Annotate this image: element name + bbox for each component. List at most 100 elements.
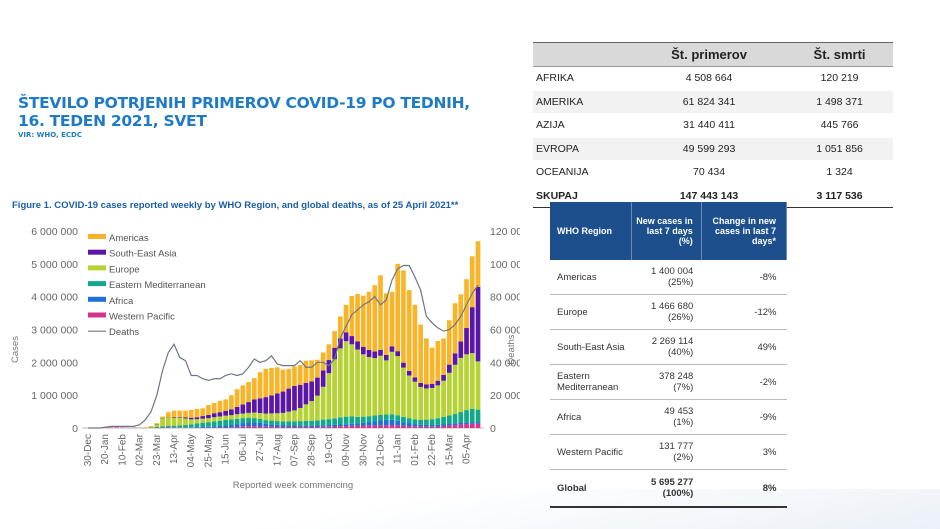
bar-western-pacific	[269, 426, 274, 428]
bar-south-east-asia	[464, 328, 469, 355]
region-cell: AMERIKA	[533, 90, 632, 114]
bar-africa	[234, 424, 240, 428]
bar-western-pacific	[251, 426, 257, 428]
source-note: VIR: WHO, ECDC	[18, 131, 82, 139]
bar-americas	[292, 366, 297, 386]
bar-europe	[148, 426, 154, 428]
legend-swatch	[88, 234, 106, 239]
bar-africa	[217, 425, 223, 428]
y-tick-label: 5 000 000	[31, 259, 78, 271]
bar-eastern-mediterranean	[240, 418, 246, 424]
bar-europe	[320, 386, 326, 420]
legend-swatch	[88, 249, 106, 255]
bar-africa	[263, 423, 269, 427]
bar-americas	[246, 382, 251, 403]
bar-eastern-mediterranean	[200, 422, 206, 427]
bar-africa	[372, 421, 378, 426]
bar-south-east-asia	[435, 380, 441, 386]
bar-europe	[269, 413, 274, 421]
x-tick-label: 23-Mar	[152, 433, 163, 465]
bar-africa	[401, 422, 406, 426]
bar-south-east-asia	[355, 341, 360, 350]
bar-south-east-asia	[263, 397, 269, 414]
legend-label: Africa	[109, 296, 134, 307]
bar-south-east-asia	[446, 364, 452, 373]
bar-americas	[389, 291, 395, 347]
change-cell: 49%	[701, 329, 787, 365]
deaths-line	[88, 264, 479, 429]
bar-europe	[418, 386, 423, 420]
bar-south-east-asia	[217, 412, 223, 417]
bar-europe	[286, 411, 292, 422]
bar-western-pacific	[292, 427, 297, 428]
bar-africa	[378, 420, 383, 426]
bar-americas	[360, 295, 366, 347]
bar-south-east-asia	[211, 413, 217, 418]
bar-eastern-mediterranean	[257, 418, 263, 423]
bar-western-pacific	[246, 426, 251, 428]
bar-south-east-asia	[177, 417, 183, 418]
bar-south-east-asia	[309, 381, 315, 402]
bar-europe	[378, 355, 383, 415]
bar-africa	[406, 423, 412, 427]
bar-western-pacific	[338, 426, 343, 428]
summary-row: AFRIKA 4 508 664 120 219	[533, 66, 893, 91]
y-tick-label: 0	[72, 423, 78, 435]
y2-tick-label: 120 000	[490, 226, 520, 238]
bar-western-pacific	[360, 425, 366, 428]
bar-eastern-mediterranean	[360, 416, 366, 423]
bar-africa	[441, 424, 446, 427]
change-cell: 3%	[701, 434, 787, 470]
bar-western-pacific	[229, 427, 234, 428]
bar-south-east-asia	[401, 362, 406, 368]
new-cases-percent: (1%)	[673, 417, 694, 428]
bar-western-pacific	[378, 425, 383, 428]
bar-western-pacific	[401, 425, 406, 428]
bar-western-pacific	[372, 425, 378, 428]
bar-africa	[360, 422, 366, 426]
y-tick-label: 3 000 000	[31, 325, 78, 337]
bar-south-east-asia	[200, 416, 206, 419]
legend-label: Americas	[109, 233, 149, 244]
new-cases-cell: 2 269 114 (40%)	[631, 329, 702, 365]
bar-europe	[343, 341, 349, 417]
y2-tick-label: 0	[490, 423, 496, 435]
bar-americas	[286, 368, 292, 389]
who-row: South-East Asia 2 269 114 (40%) 49%	[550, 329, 787, 365]
who-row: Africa 49 453 (1%) -9%	[550, 399, 787, 435]
bar-americas	[263, 368, 269, 398]
bar-africa	[257, 422, 263, 427]
bar-eastern-mediterranean	[269, 420, 274, 425]
bar-eastern-mediterranean	[452, 414, 458, 424]
legend-label: Europe	[109, 264, 140, 275]
bar-africa	[211, 426, 217, 428]
x-tick-label: 15-Mar	[444, 433, 455, 465]
bar-africa	[458, 422, 464, 425]
bar-south-east-asia	[469, 307, 475, 354]
bar-americas	[338, 316, 343, 339]
bar-americas	[240, 385, 246, 405]
bar-western-pacific	[389, 425, 395, 428]
bar-africa	[223, 425, 228, 428]
bar-eastern-mediterranean	[217, 420, 223, 426]
bar-europe	[395, 356, 401, 416]
x-tick-label: 30-Dec	[83, 434, 94, 466]
bar-europe	[217, 416, 223, 421]
x-tick-label: 15-Jun	[221, 434, 232, 465]
new-cases-cell: 1 400 004 (25%)	[631, 260, 702, 295]
bar-south-east-asia	[234, 406, 240, 415]
bar-western-pacific	[395, 425, 401, 428]
bar-europe	[309, 401, 315, 421]
bar-europe	[355, 349, 360, 417]
bar-americas	[217, 400, 223, 413]
bar-europe	[229, 415, 234, 420]
bar-south-east-asia	[303, 383, 309, 405]
bar-western-pacific	[332, 426, 337, 428]
header-new-cases: New cases in last 7 days (%)	[631, 202, 702, 260]
bar-africa	[309, 425, 315, 428]
x-tick-label: 20-Jan	[100, 434, 111, 465]
legend-swatch	[88, 281, 106, 287]
bar-eastern-mediterranean	[446, 415, 452, 424]
bar-europe	[154, 423, 160, 427]
bar-europe	[372, 358, 378, 416]
